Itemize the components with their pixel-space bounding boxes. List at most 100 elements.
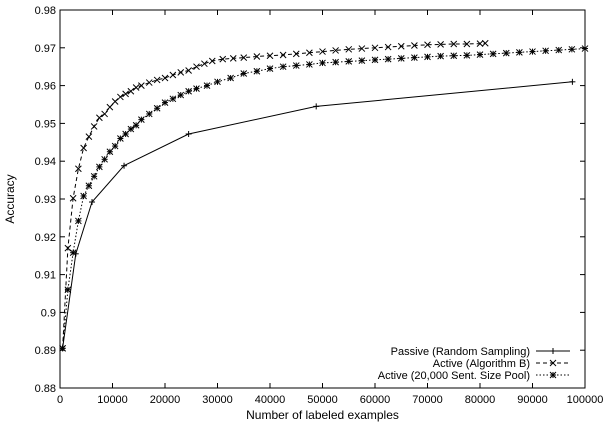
series-line <box>62 48 586 349</box>
legend-marker <box>549 359 557 367</box>
data-point <box>306 61 313 68</box>
data-point <box>69 249 77 257</box>
data-point <box>132 84 140 91</box>
data-point <box>319 48 326 55</box>
data-point <box>332 58 339 66</box>
data-point <box>193 63 200 71</box>
data-point <box>253 67 261 75</box>
data-point <box>85 182 93 190</box>
data-point <box>138 116 145 123</box>
data-point <box>161 74 169 82</box>
data-point <box>345 58 353 65</box>
data-point <box>463 52 471 59</box>
data-point <box>227 74 234 82</box>
data-point <box>319 59 326 67</box>
data-point <box>64 286 72 294</box>
x-tick-label: 0 <box>57 394 63 406</box>
data-point <box>384 55 392 63</box>
data-point <box>185 130 192 137</box>
data-point <box>201 60 208 68</box>
x-tick-label: 100000 <box>567 394 604 406</box>
data-point <box>371 44 379 52</box>
data-point <box>153 104 161 112</box>
data-point <box>253 53 261 60</box>
data-point <box>240 70 248 77</box>
x-axis-title: Number of labeled examples <box>246 408 399 422</box>
data-point <box>80 192 87 200</box>
data-point <box>214 78 221 86</box>
x-tick-label: 80000 <box>465 394 496 406</box>
data-point <box>292 62 300 69</box>
data-point <box>208 57 216 65</box>
legend-label: Active (Algorithm B) <box>433 358 530 370</box>
x-tick-label: 50000 <box>307 394 338 406</box>
data-point <box>529 48 536 55</box>
data-point <box>371 56 379 64</box>
data-point <box>121 162 128 169</box>
legend-label: Active (20,000 Sent. Size Pool) <box>378 370 530 382</box>
legend-marker <box>549 371 557 379</box>
data-point <box>450 40 458 48</box>
legend-marker <box>550 348 556 354</box>
data-point <box>313 103 320 110</box>
data-point <box>122 90 129 98</box>
data-point <box>345 45 353 53</box>
data-point <box>240 54 248 61</box>
series-1 <box>59 78 576 352</box>
data-point <box>424 41 431 49</box>
data-point <box>132 121 140 129</box>
tick-labels: 0 10000 20000 30000 40000 50000 60000 70000 8000… <box>35 5 604 406</box>
x-tick-label: 70000 <box>412 394 443 406</box>
data-point <box>476 40 484 47</box>
y-tick-label: 0.98 <box>35 5 56 17</box>
data-point <box>145 79 153 86</box>
data-point <box>203 82 211 89</box>
data-point <box>64 244 72 252</box>
data-point <box>169 71 177 79</box>
data-point <box>96 163 103 171</box>
y-tick-label: 0.97 <box>35 43 56 55</box>
data-point <box>127 125 135 133</box>
data-point <box>161 99 169 106</box>
data-point <box>358 57 366 65</box>
data-point <box>96 114 103 122</box>
data-point <box>229 55 237 62</box>
data-point <box>306 49 313 57</box>
data-point <box>153 76 161 84</box>
y-tick-label: 0.88 <box>35 383 56 395</box>
data-point <box>101 155 108 163</box>
data-point <box>516 48 523 56</box>
data-point <box>384 43 392 51</box>
y-tick-label: 0.93 <box>35 194 56 206</box>
data-point <box>127 87 135 95</box>
data-point <box>358 45 366 52</box>
data-point <box>59 344 66 352</box>
data-point <box>279 63 287 71</box>
data-point <box>476 51 484 58</box>
legend: Passive (Random Sampling)Active (Algorit… <box>378 346 570 382</box>
series-3 <box>59 45 589 352</box>
x-tick-label: 60000 <box>360 394 391 406</box>
y-tick-label: 0.9 <box>41 307 56 319</box>
plot-frame <box>59 9 586 389</box>
data-point <box>437 52 444 60</box>
data-point <box>279 51 287 59</box>
data-point <box>193 85 200 92</box>
data-point <box>106 148 114 156</box>
data-point <box>101 110 108 118</box>
data-point <box>481 39 489 47</box>
data-point <box>111 98 119 105</box>
data-point <box>397 55 405 62</box>
data-point <box>555 46 563 54</box>
x-tick-label: 30000 <box>202 394 233 406</box>
x-tick-label: 10000 <box>97 394 128 406</box>
data-point <box>111 142 119 150</box>
data-point <box>397 42 405 50</box>
legend-label: Passive (Random Sampling) <box>391 346 530 358</box>
data-point <box>332 47 339 54</box>
data-point <box>502 49 510 57</box>
data-point <box>117 93 124 101</box>
data-point <box>542 47 549 55</box>
data-point <box>90 172 98 180</box>
